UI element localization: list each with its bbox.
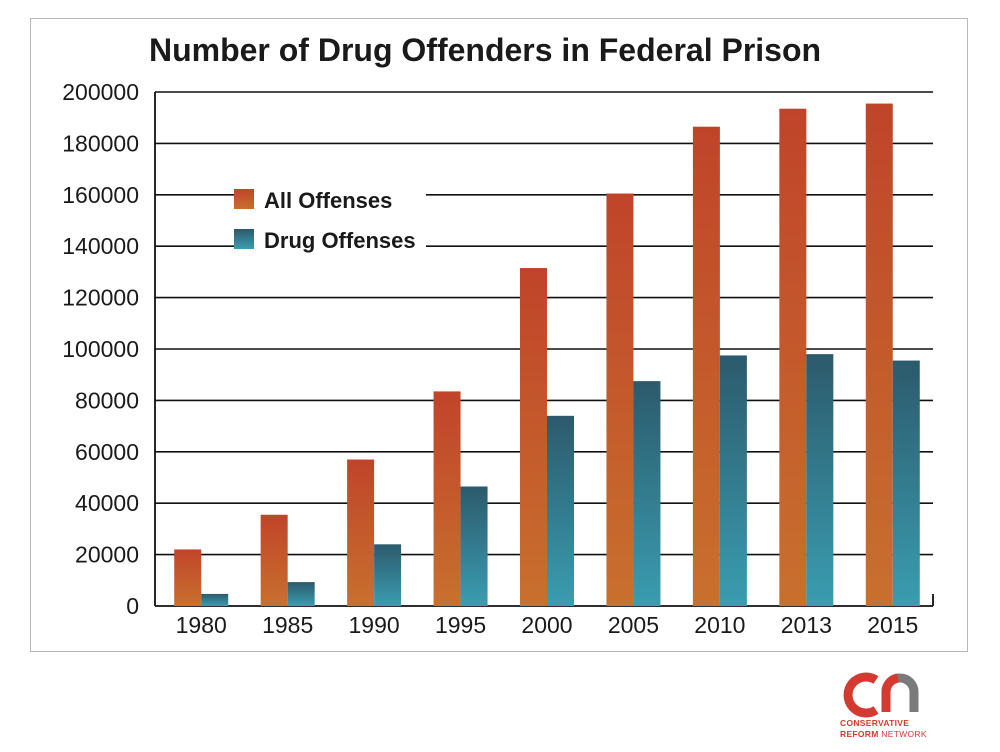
cn-logo-icon: CONSERVATIVE REFORM NETWORK — [840, 672, 927, 739]
logo-line-2: REFORM NETWORK — [840, 729, 927, 739]
y-tick-label: 60000 — [75, 439, 139, 465]
bar-drug-offenses-1985 — [287, 582, 315, 606]
bar-chart: Number of Drug Offenders in Federal Pris… — [62, 32, 934, 638]
bar-drug-offenses-2000 — [547, 415, 574, 606]
x-tick-label: 2000 — [521, 612, 572, 638]
x-tick-label: 1990 — [349, 612, 400, 638]
bar-drug-offenses-2013 — [806, 354, 834, 606]
x-tick-label: 2015 — [867, 612, 918, 638]
bar-drug-offenses-1980 — [201, 593, 229, 606]
bar-drug-offenses-1990 — [374, 544, 402, 606]
y-tick-label: 160000 — [62, 182, 139, 208]
y-tick-label: 20000 — [75, 542, 139, 568]
bar-drug-offenses-1995 — [460, 486, 488, 606]
x-tick-label: 2005 — [608, 612, 659, 638]
x-tick-label: 2013 — [781, 612, 832, 638]
chart-frame: Number of Drug Offenders in Federal Pris… — [30, 18, 968, 652]
y-tick-label: 40000 — [75, 490, 139, 516]
y-tick-label: 200000 — [62, 79, 139, 105]
logo-line-1: CONSERVATIVE — [840, 718, 909, 728]
legend-label-drug-offenses: Drug Offenses — [264, 228, 416, 253]
bar-all-offenses-2015 — [865, 103, 893, 606]
legend-swatch-drug-offenses — [234, 229, 254, 249]
bar-all-offenses-2010 — [692, 126, 720, 606]
chart-title: Number of Drug Offenders in Federal Pris… — [149, 32, 821, 68]
tick-labels: 0 20000 40000 60000 80000 100000 120000 140000 1… — [62, 79, 918, 638]
y-tick-label: 80000 — [75, 387, 139, 413]
bars — [174, 103, 920, 606]
y-tick-label: 0 — [126, 593, 139, 619]
legend-background — [236, 183, 426, 259]
y-tick-label: 100000 — [62, 336, 139, 362]
bar-all-offenses-2000 — [520, 268, 547, 606]
bar-all-offenses-1995 — [433, 391, 461, 606]
bar-drug-offenses-2010 — [719, 355, 747, 606]
conservative-reform-network-logo: CONSERVATIVE REFORM NETWORK — [838, 660, 958, 740]
bar-all-offenses-2013 — [779, 108, 807, 606]
legend-swatch-all-offenses — [234, 189, 254, 209]
bar-all-offenses-1990 — [347, 459, 375, 606]
x-tick-label: 2010 — [694, 612, 745, 638]
y-tick-label: 120000 — [62, 285, 139, 311]
bar-all-offenses-2005 — [606, 193, 634, 606]
legend: All Offenses Drug Offenses — [234, 183, 426, 259]
y-tick-label: 180000 — [62, 130, 139, 156]
x-tick-label: 1985 — [262, 612, 313, 638]
bar-all-offenses-1980 — [174, 549, 202, 606]
x-tick-label: 1995 — [435, 612, 486, 638]
y-tick-label: 140000 — [62, 233, 139, 259]
bar-drug-offenses-2005 — [633, 381, 661, 606]
x-tick-label: 1980 — [176, 612, 227, 638]
bar-drug-offenses-2015 — [892, 360, 920, 606]
legend-label-all-offenses: All Offenses — [264, 188, 392, 213]
bar-all-offenses-1985 — [260, 514, 288, 606]
